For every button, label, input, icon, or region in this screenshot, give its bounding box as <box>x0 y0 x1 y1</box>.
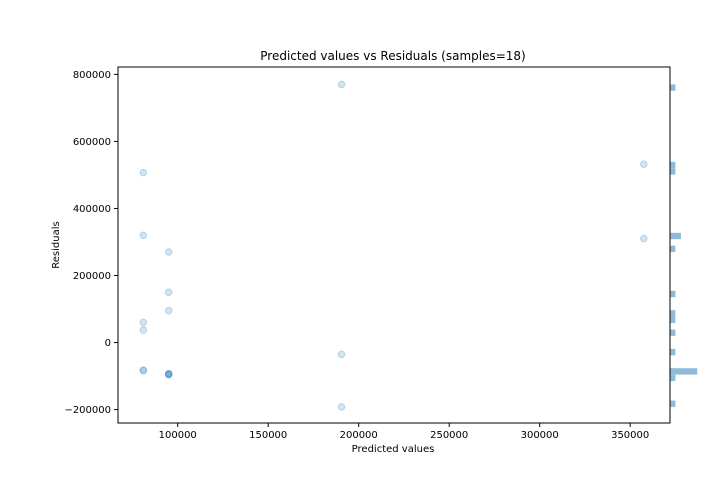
histogram-bar-13 <box>670 316 676 323</box>
data-point-15 <box>164 370 173 379</box>
data-point-14 <box>164 370 173 378</box>
data-point-12 <box>139 366 148 375</box>
x-tick-label: 250000 <box>430 430 468 441</box>
plot-area <box>139 80 648 411</box>
data-point-9 <box>139 326 148 334</box>
x-tick-label: 150000 <box>249 430 287 441</box>
histogram-bar-0 <box>670 400 676 407</box>
data-point-7 <box>164 306 173 315</box>
histogram-bar-17 <box>670 290 676 298</box>
data-point-0 <box>337 80 346 89</box>
histogram-bar-5 <box>670 368 698 375</box>
data-point-16 <box>164 370 173 379</box>
x-axis-label: Predicted values <box>352 444 435 455</box>
y-axis: −200000 0 200000 400000 600000 800000 <box>64 70 118 416</box>
y-tick-label: 0 <box>105 338 111 349</box>
histogram-bar-36 <box>670 168 676 175</box>
y-tick-label: 800000 <box>73 70 111 81</box>
data-point-5 <box>164 248 173 256</box>
y-tick-label: −200000 <box>64 405 111 416</box>
histogram-bar-11 <box>670 329 676 336</box>
histogram-bar-4 <box>670 374 676 382</box>
data-point-8 <box>139 318 148 327</box>
data-point-13 <box>164 369 173 378</box>
histogram-bar-24 <box>670 245 676 253</box>
histogram-bar-26 <box>670 232 681 240</box>
x-tick-label: 200000 <box>340 430 378 441</box>
histogram-bar-8 <box>670 348 676 356</box>
x-axis: 100000 150000 200000 250000 300000 350000 <box>159 423 649 441</box>
data-point-4 <box>640 234 648 243</box>
x-tick-label: 300000 <box>521 430 559 441</box>
y-tick-label: 200000 <box>73 271 111 282</box>
histogram-bar-37 <box>670 161 676 169</box>
data-point-11 <box>139 366 148 374</box>
data-point-10 <box>337 350 346 359</box>
histogram-bar-14 <box>670 310 676 317</box>
residual-histogram <box>670 84 698 407</box>
plot-frame <box>117 66 671 424</box>
x-tick-label: 350000 <box>611 430 649 441</box>
data-point-1 <box>640 160 648 168</box>
x-tick-label: 100000 <box>159 430 197 441</box>
data-point-6 <box>164 288 173 297</box>
histogram-bar-49 <box>670 84 676 91</box>
y-axis-label: Residuals <box>51 221 62 268</box>
data-point-2 <box>139 168 148 177</box>
y-tick-label: 600000 <box>73 137 111 148</box>
chart-title: Predicted values vs Residuals (samples=1… <box>260 49 525 63</box>
data-point-3 <box>139 231 148 240</box>
y-tick-label: 400000 <box>73 204 111 215</box>
data-point-17 <box>337 403 346 411</box>
